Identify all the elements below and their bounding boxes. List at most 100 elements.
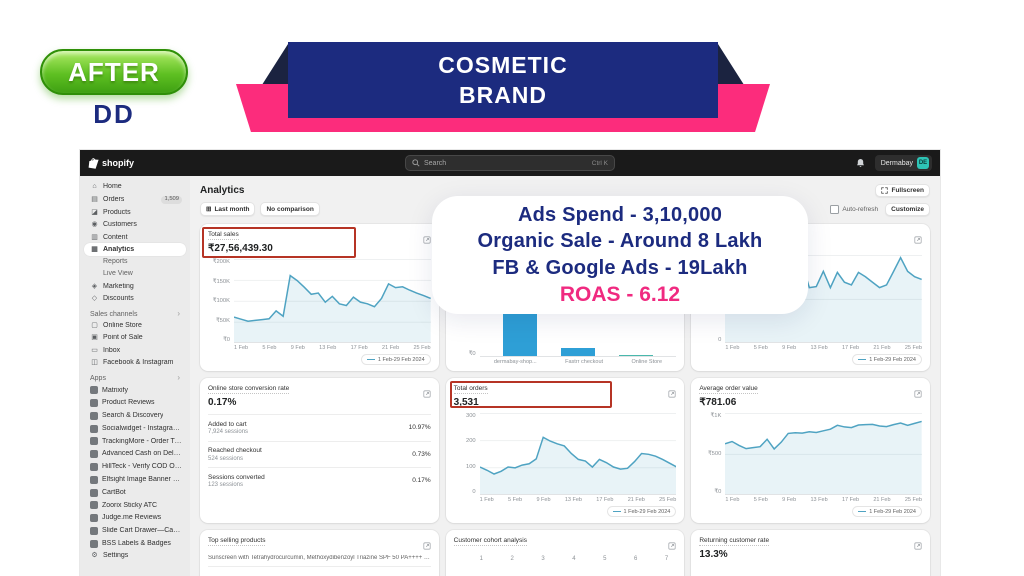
sidebar-item[interactable]: ⌂ Home [84, 181, 186, 193]
expand-icon[interactable] [914, 537, 922, 555]
sidebar-item-icon: ◉ [91, 221, 98, 229]
x-tick: 21 Feb [627, 497, 645, 503]
top-bar: shopify Search Ctrl K Dermabay DE [80, 150, 940, 176]
sidebar-item-settings[interactable]: ⚙ Settings [91, 552, 129, 560]
user-menu[interactable]: Dermabay DE [874, 155, 932, 171]
date-range-button[interactable]: ⊞ Last month [200, 202, 256, 216]
expand-icon[interactable] [423, 537, 431, 555]
after-badge-label: AFTER [68, 56, 160, 87]
notifications-button[interactable] [852, 155, 870, 171]
sidebar-item-icon: ▦ [91, 245, 98, 253]
expand-icon[interactable] [914, 231, 922, 249]
sidebar-item-icon: ◪ [91, 208, 98, 216]
sidebar-item[interactable]: Live View [84, 268, 186, 280]
conversion-step-sessions: 524 sessions [208, 455, 244, 462]
roas-line: ROAS - 6.12 [559, 282, 681, 306]
channel-icon: ▭ [91, 346, 98, 354]
gear-icon: ⚙ [91, 552, 98, 560]
search-placeholder: Search [424, 159, 447, 167]
returning-customer-rate-card: Returning customer rate 13.3% [691, 530, 930, 576]
cohort-column-header: 4 [572, 556, 576, 562]
sidebar-item-app[interactable]: Zoorix Sticky ATC [84, 499, 186, 512]
sidebar-item-label: Home [103, 183, 122, 191]
ads-spend-line: Ads Spend - 3,10,000 [517, 203, 723, 226]
x-tick: 1 Feb [725, 497, 740, 503]
sidebar-item-app[interactable]: Product Reviews [84, 397, 186, 410]
sidebar-item-app[interactable]: Advanced Cash on Delivery [84, 448, 186, 461]
fullscreen-button[interactable]: Fullscreen [875, 184, 930, 197]
comparison-button[interactable]: No comparison [260, 202, 320, 216]
sidebar-item-app[interactable]: BSS Labels & Badges [84, 537, 186, 550]
sidebar-item-channel[interactable]: ▭ Inbox [84, 344, 186, 356]
sidebar-item-app[interactable]: HillTeck - Verify COD Ord... [84, 461, 186, 474]
sidebar-item-channel[interactable]: ▣ Point of Sale [84, 332, 186, 344]
after-badge: AFTER [40, 49, 188, 95]
sidebar-item-app[interactable]: Socialwidget - Instagram ... [84, 422, 186, 435]
sidebar-item-icon: ◈ [91, 282, 98, 290]
auto-refresh-toggle[interactable]: Auto-refresh [830, 204, 878, 214]
sidebar-item-app[interactable]: Slide Cart Drawer—Cart ... [84, 525, 186, 538]
sidebar-item-app[interactable]: Judge.me Reviews [84, 512, 186, 525]
sidebar-item[interactable]: ▥ Content [84, 231, 186, 243]
sidebar-item[interactable]: ◉ Customers [84, 219, 186, 231]
app-label: Zoorix Sticky ATC [102, 501, 158, 509]
app-label: Search & Discovery [102, 412, 164, 420]
chevron-right-icon: › [177, 309, 180, 319]
x-tick: 5 Feb [753, 497, 768, 503]
sidebar-item-app[interactable]: CartBot [84, 486, 186, 499]
auto-refresh-checkbox[interactable] [830, 204, 840, 214]
sidebar-item[interactable]: ◪ Products [84, 207, 186, 219]
y-tick: 100 [465, 463, 476, 470]
sales-channels-header[interactable]: Sales channels › [90, 309, 180, 319]
total-sales-chart [234, 259, 431, 343]
banner-title-line1: COSMETIC [438, 51, 568, 78]
sidebar-item-icon: ◇ [91, 294, 98, 302]
card-title: Total orders [453, 385, 488, 394]
sidebar-item-app[interactable]: Elfsight Image Banner Sli... [84, 473, 186, 486]
legend-chip: 1 Feb-29 Feb 2024 [360, 354, 431, 365]
expand-icon[interactable] [423, 385, 431, 403]
x-tick: 9 Feb [536, 497, 551, 503]
ribbon-fold-right [718, 44, 746, 88]
sidebar-item-app[interactable]: TrackingMore - Order Tra... [84, 435, 186, 448]
sidebar-item[interactable]: ▤ Orders 1,509 [84, 193, 186, 206]
customize-button[interactable]: Customize [885, 202, 930, 216]
banner-title-line2: BRAND [458, 82, 548, 108]
expand-icon[interactable] [668, 537, 676, 555]
x-tick: 17 Feb [841, 345, 860, 351]
sidebar-item-label: Live View [103, 270, 133, 278]
sidebar-item[interactable]: ▦ Analytics [84, 243, 186, 256]
card-title: Returning customer rate [699, 537, 770, 546]
search-input[interactable]: Search Ctrl K [405, 155, 615, 171]
expand-icon[interactable] [423, 231, 431, 249]
sidebar-item-app[interactable]: Search & Discovery [84, 410, 186, 423]
sidebar-item[interactable]: ◈ Marketing [84, 280, 186, 292]
x-tick: 1 Feb [234, 345, 249, 351]
cohort-column-header: 7 [664, 556, 669, 562]
legend-chip: 1 Feb-29 Feb 2024 [606, 506, 677, 517]
card-title: Online store conversion rate [208, 385, 290, 394]
channel-label: Point of Sale [103, 334, 143, 342]
cosmetic-brand-banner: COSMETIC BRAND [232, 40, 774, 134]
sidebar-item[interactable]: Reports [84, 256, 186, 268]
x-tick: 13 Feb [810, 497, 828, 503]
sidebar-item[interactable]: ◇ Discounts [84, 293, 186, 305]
aov-line-chart [725, 413, 922, 495]
sidebar-item-app[interactable]: Matrixify [84, 384, 186, 397]
shopify-admin-window: shopify Search Ctrl K Dermabay DE [80, 150, 940, 576]
x-tick: 25 Feb [413, 345, 431, 351]
y-tick: ₹0 [223, 337, 230, 343]
app-logo-icon [90, 463, 98, 472]
x-tick: 25 Feb [659, 497, 677, 503]
sidebar-item-channel[interactable]: ◫ Facebook & Instagram [84, 357, 186, 369]
conversion-step-sessions: 7,924 sessions [208, 429, 249, 435]
expand-icon[interactable] [914, 385, 922, 403]
bar-label: Online Store [631, 359, 663, 365]
expand-icon[interactable] [668, 385, 676, 403]
fb-google-ads-line: FB & Google Ads - 19Lakh [492, 256, 748, 279]
top-product-row[interactable]: Sunscreen with Tetrahydrocurcumin, Metho… [208, 555, 431, 567]
apps-header[interactable]: Apps › [90, 373, 180, 383]
sidebar-item-channel[interactable]: ▢ Online Store [84, 320, 186, 332]
x-tick: 9 Feb [782, 497, 797, 503]
